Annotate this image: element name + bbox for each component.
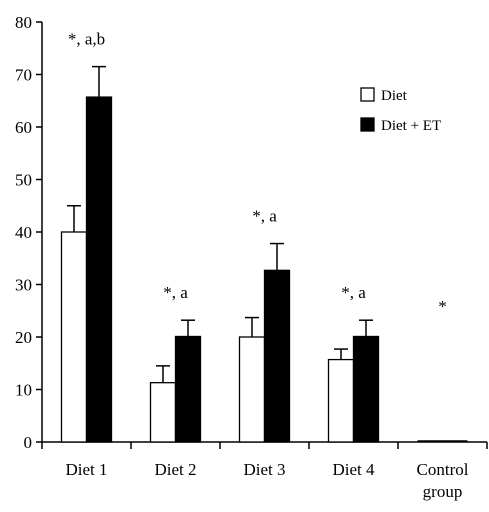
legend-swatch-diet-et — [360, 117, 375, 132]
bar-diet — [149, 382, 177, 443]
bar-diet — [238, 336, 266, 443]
y-tick-label: 50 — [15, 171, 32, 190]
significance-annotation: *, a — [341, 283, 366, 302]
x-category-label: Diet 4 — [332, 460, 375, 479]
x-category-label: Diet 3 — [243, 460, 285, 479]
y-tick-label: 30 — [15, 276, 32, 295]
legend-label-diet-et: Diet + ET — [381, 118, 441, 134]
bar-diet-et — [352, 335, 380, 443]
bar-diet — [60, 231, 88, 443]
legend: Diet Diet + ET — [360, 87, 441, 134]
y-axis: 0 10 20 30 40 50 60 70 80 — [15, 13, 43, 452]
bar-diet — [327, 358, 355, 443]
x-category-label: Diet 1 — [65, 460, 107, 479]
bar-diet-et — [174, 335, 202, 443]
y-tick-label: 70 — [15, 66, 32, 85]
bar-diet-et — [85, 96, 113, 443]
significance-annotation: *, a,b — [68, 30, 105, 49]
y-tick-label: 0 — [24, 433, 33, 452]
legend-label-diet: Diet — [381, 88, 408, 104]
legend-swatch-diet — [360, 87, 375, 102]
y-tick-label: 10 — [15, 381, 32, 400]
significance-annotation: *, a — [163, 283, 188, 302]
x-category-label: group — [423, 482, 463, 501]
bars — [60, 65, 468, 443]
significance-annotation: *, a — [252, 207, 277, 226]
y-tick-label: 60 — [15, 118, 32, 137]
bar-diet-et — [263, 269, 291, 443]
y-tick-label: 40 — [15, 223, 32, 242]
y-tick-label: 80 — [15, 13, 32, 32]
y-tick-label: 20 — [15, 328, 32, 347]
x-category-label: Diet 2 — [154, 460, 196, 479]
x-category-label: Control — [417, 460, 469, 479]
significance-annotation: * — [438, 297, 447, 316]
x-axis: Diet 1 Diet 2 Diet 3 Diet 4 Control group — [41, 441, 488, 501]
significance-annotations: *, a,b *, a *, a *, a * — [68, 30, 447, 316]
